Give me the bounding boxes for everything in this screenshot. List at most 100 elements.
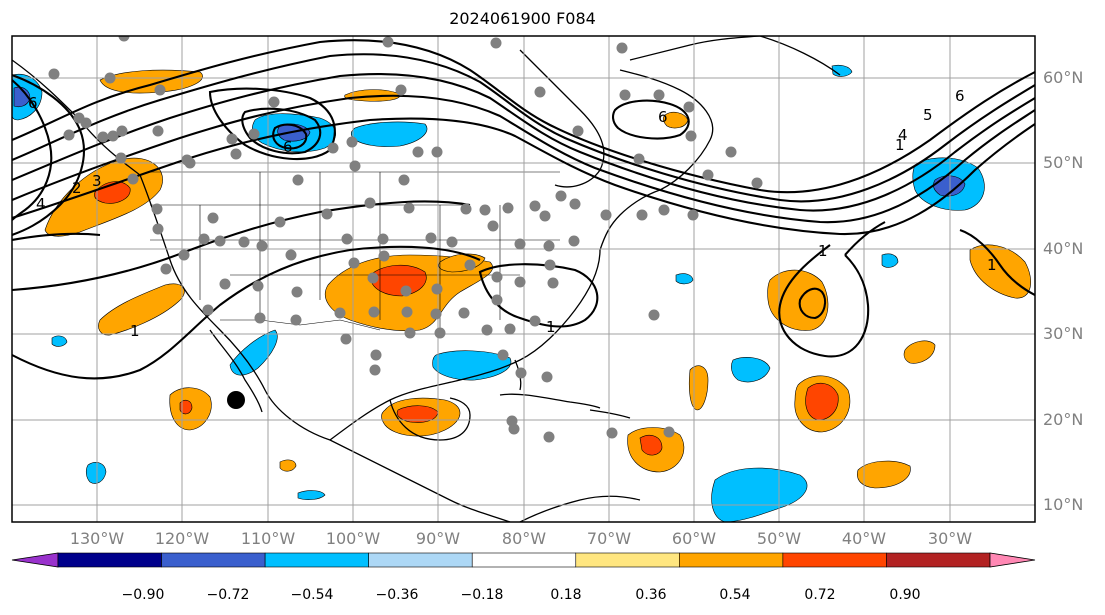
shaded-region <box>711 467 808 522</box>
colorbar-tick: 0.90 <box>889 587 921 603</box>
colorbar-tick: −0.54 <box>290 587 334 603</box>
station-dot <box>248 128 260 140</box>
station-dot <box>425 232 437 244</box>
shaded-region <box>350 121 428 147</box>
station-dot <box>430 308 442 320</box>
contour-label: 1 <box>818 242 828 260</box>
contour-label: 1 <box>130 322 140 340</box>
station-dot <box>658 204 670 216</box>
contour-label: 1 <box>987 256 997 274</box>
colorbar-tick: −0.72 <box>206 587 250 603</box>
colorbar <box>11 552 1036 568</box>
station-dot <box>529 315 541 327</box>
station-dot <box>504 323 516 335</box>
lon-label-120w: 120°W <box>154 529 210 548</box>
shaded-region <box>857 460 911 489</box>
shaded-region <box>881 253 899 268</box>
station-dot <box>529 200 541 212</box>
station-dot <box>541 371 553 383</box>
station-dot <box>543 240 555 252</box>
contour-label: 6 <box>658 108 668 126</box>
station-dot <box>685 130 697 142</box>
station-dot <box>184 157 196 169</box>
station-dot <box>151 203 163 215</box>
station-dot <box>349 160 361 172</box>
station-dot <box>606 427 618 439</box>
station-dot <box>431 283 443 295</box>
station-dot <box>252 280 264 292</box>
station-dot <box>292 174 304 186</box>
station-dot <box>291 286 303 298</box>
contour-label: 6 <box>955 87 965 105</box>
station-dot <box>648 309 660 321</box>
station-dot <box>274 216 286 228</box>
map-title: 2024061900 F084 <box>449 9 596 28</box>
lat-label-50n: 50°N <box>1043 153 1084 172</box>
map-border <box>11 35 1036 523</box>
station-dot <box>290 314 302 326</box>
station-dot <box>367 272 379 284</box>
colorbar-tick: 0.72 <box>804 587 836 603</box>
station-dot <box>207 212 219 224</box>
colorbar-segment <box>886 552 991 568</box>
station-dot <box>256 240 268 252</box>
station-dot <box>401 306 413 318</box>
colorbar-segment <box>679 552 784 568</box>
station-dot <box>487 220 499 232</box>
station-dot <box>497 349 509 361</box>
shaded-region <box>639 435 663 456</box>
shaded-region <box>903 340 936 364</box>
station-dot <box>198 233 210 245</box>
station-dot <box>431 146 443 158</box>
shaded-region <box>51 335 68 347</box>
contour-label: 6 <box>28 94 38 112</box>
station-dot <box>104 72 116 84</box>
station-dot <box>458 307 470 319</box>
station-dot <box>268 96 280 108</box>
colorbar-segment <box>471 552 577 568</box>
shaded-region <box>369 264 427 297</box>
lat-label-30n: 30°N <box>1043 324 1084 343</box>
station-dot <box>127 173 139 185</box>
station-dot <box>378 250 390 262</box>
colorbar-tick: −0.90 <box>121 587 165 603</box>
colorbar-tick: 0.36 <box>635 587 667 603</box>
station-dot <box>491 294 503 306</box>
shaded-region <box>432 350 512 381</box>
lat-label-60n: 60°N <box>1043 68 1084 87</box>
station-dot <box>382 36 394 48</box>
shaded-region <box>297 490 326 500</box>
station-dot <box>572 125 584 137</box>
station-dot <box>491 271 503 283</box>
contour-label: 2 <box>72 179 82 197</box>
colorbar-extend-max <box>989 552 1036 568</box>
station-dot <box>460 203 472 215</box>
colorbar-segment <box>575 552 680 568</box>
station-dot <box>118 36 130 42</box>
station-dot <box>636 209 648 221</box>
station-dot <box>364 197 376 209</box>
colorbar-segment <box>57 552 162 568</box>
shaded-region <box>767 269 829 331</box>
colorbar-tick: −0.36 <box>375 587 419 603</box>
station-dot <box>285 249 297 261</box>
station-dot <box>341 233 353 245</box>
lon-label-70w: 70°W <box>586 529 632 548</box>
station-dot <box>219 278 231 290</box>
station-dot <box>214 235 226 247</box>
station-dot <box>398 174 410 186</box>
station-dot <box>321 208 333 220</box>
lon-label-80w: 80°W <box>501 529 547 548</box>
station-dot <box>544 259 556 271</box>
station-dot <box>464 259 476 271</box>
station-dot <box>683 101 695 113</box>
station-dot <box>152 223 164 235</box>
station-dot <box>395 84 407 96</box>
contour-label: 4 <box>898 126 908 144</box>
station-dot <box>702 169 714 181</box>
station-dot <box>97 131 109 143</box>
colorbar-tick: 0.18 <box>550 587 582 603</box>
shaded-region <box>662 111 689 129</box>
station-dot <box>368 306 380 318</box>
